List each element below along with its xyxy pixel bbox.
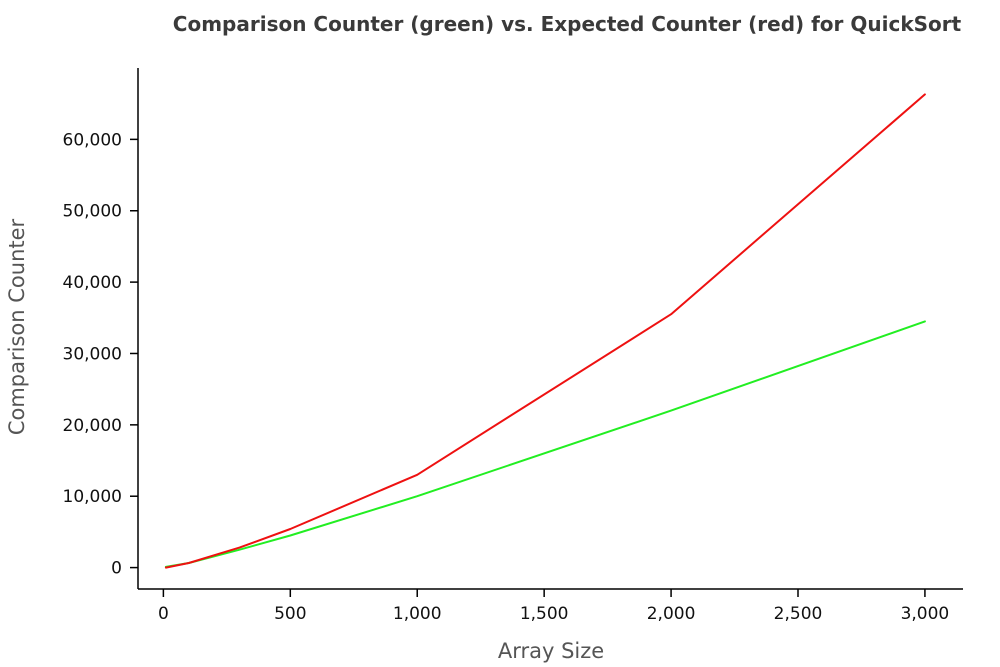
y-tick-label: 60,000 [63,130,122,150]
series-layer [164,93,926,569]
x-tick-label: 500 [274,604,306,624]
comparison-counter-line [164,320,926,568]
x-tick-label: 2,500 [774,604,823,624]
x-tick-label: 2,000 [647,604,696,624]
x-tick-label: 3,000 [901,604,950,624]
y-axis-label: Comparison Counter [5,218,29,435]
y-tick-label: 30,000 [63,344,122,364]
x-tick-label: 1,500 [520,604,569,624]
ticks: 0 500 1,000 1,500 2,000 2,500 3,000 0 10,000 20,0… [63,130,950,624]
y-tick-label: 0 [111,559,122,579]
y-tick-label: 40,000 [63,273,122,293]
chart-title: Comparison Counter (green) vs. Expected … [173,12,962,36]
x-tick-label: 1,000 [393,604,442,624]
y-tick-label: 20,000 [63,416,122,436]
y-tick-label: 50,000 [63,202,122,222]
x-axis-label: Array Size [498,639,604,663]
y-tick-label: 10,000 [63,487,122,507]
x-tick-label: 0 [158,604,169,624]
expected-counter-line [164,93,926,569]
